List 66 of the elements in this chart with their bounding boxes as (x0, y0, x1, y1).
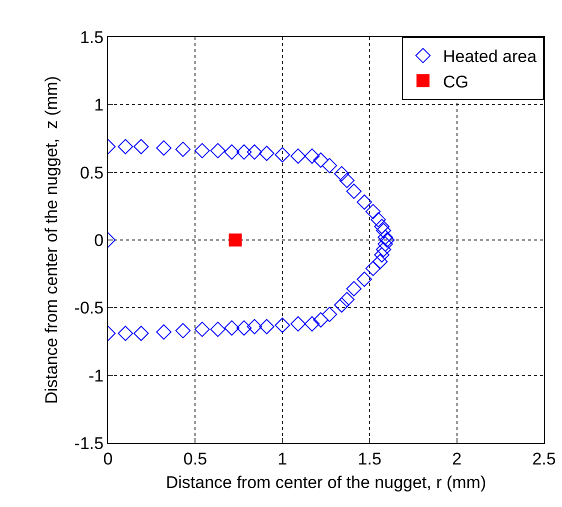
point (339, 292, 355, 308)
point (228, 234, 242, 246)
x-tick-label: 2 (452, 449, 462, 468)
point (370, 212, 386, 228)
point (118, 326, 134, 342)
point (356, 194, 372, 210)
point (313, 152, 328, 168)
point (224, 144, 240, 160)
y-tick-label: 0.5 (80, 163, 104, 182)
point (156, 140, 172, 156)
point (322, 306, 338, 322)
point (274, 318, 290, 333)
point (304, 316, 320, 332)
point (313, 312, 328, 328)
point (334, 166, 350, 182)
point (210, 143, 226, 158)
point (175, 142, 191, 157)
point (346, 281, 362, 296)
point (334, 297, 350, 313)
point (374, 247, 390, 263)
point (133, 138, 149, 154)
point (365, 204, 381, 220)
point (236, 320, 252, 336)
point (259, 146, 274, 162)
y-axis-title: Distance from center of the nugget, z (mm) (42, 76, 61, 404)
point (290, 148, 306, 164)
point (210, 322, 226, 337)
point (365, 260, 381, 276)
point (378, 230, 393, 245)
point (290, 316, 306, 332)
point (156, 324, 172, 340)
x-tick-label: 1 (278, 449, 288, 468)
point (378, 236, 393, 252)
point (259, 318, 274, 334)
point (322, 158, 338, 174)
point (372, 254, 388, 270)
point (224, 320, 240, 336)
point (194, 143, 210, 158)
y-tick-label: 0 (94, 230, 104, 250)
point (376, 222, 392, 238)
point (356, 272, 372, 287)
legend-label: Heated area (443, 47, 538, 66)
y-tick-label: -1 (88, 366, 104, 386)
point (194, 322, 210, 337)
point (304, 148, 320, 164)
point (274, 147, 290, 162)
point (175, 323, 191, 338)
point (339, 172, 355, 188)
point (374, 218, 390, 234)
point (376, 242, 392, 258)
point (246, 144, 262, 160)
y-tick-label: 1.5 (80, 28, 104, 47)
y-tick-label: 1 (94, 96, 104, 115)
x-tick-label: 1.5 (358, 449, 382, 468)
point (236, 144, 252, 160)
x-tick-label: 2.5 (532, 449, 556, 468)
y-tick-label: -1.5 (74, 434, 104, 453)
legend-label: CG (443, 72, 468, 92)
y-tick-label: -0.5 (74, 298, 104, 318)
point (246, 318, 262, 334)
point (379, 232, 395, 248)
point (346, 184, 362, 199)
x-axis-title: Distance from center of the nugget, r (mm) (166, 472, 486, 492)
point (133, 326, 149, 342)
point (118, 138, 134, 154)
x-tick-label: 0.5 (183, 449, 208, 468)
